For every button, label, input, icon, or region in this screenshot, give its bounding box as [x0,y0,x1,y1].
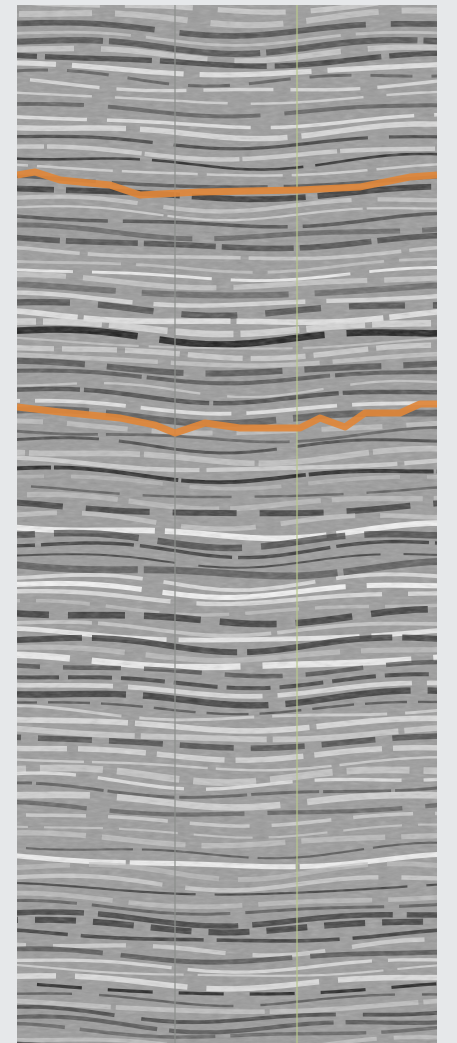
seismic-view [0,0,457,1043]
noise-overlay [17,5,437,1043]
page [0,0,457,1043]
seismic-section [10,0,445,1043]
